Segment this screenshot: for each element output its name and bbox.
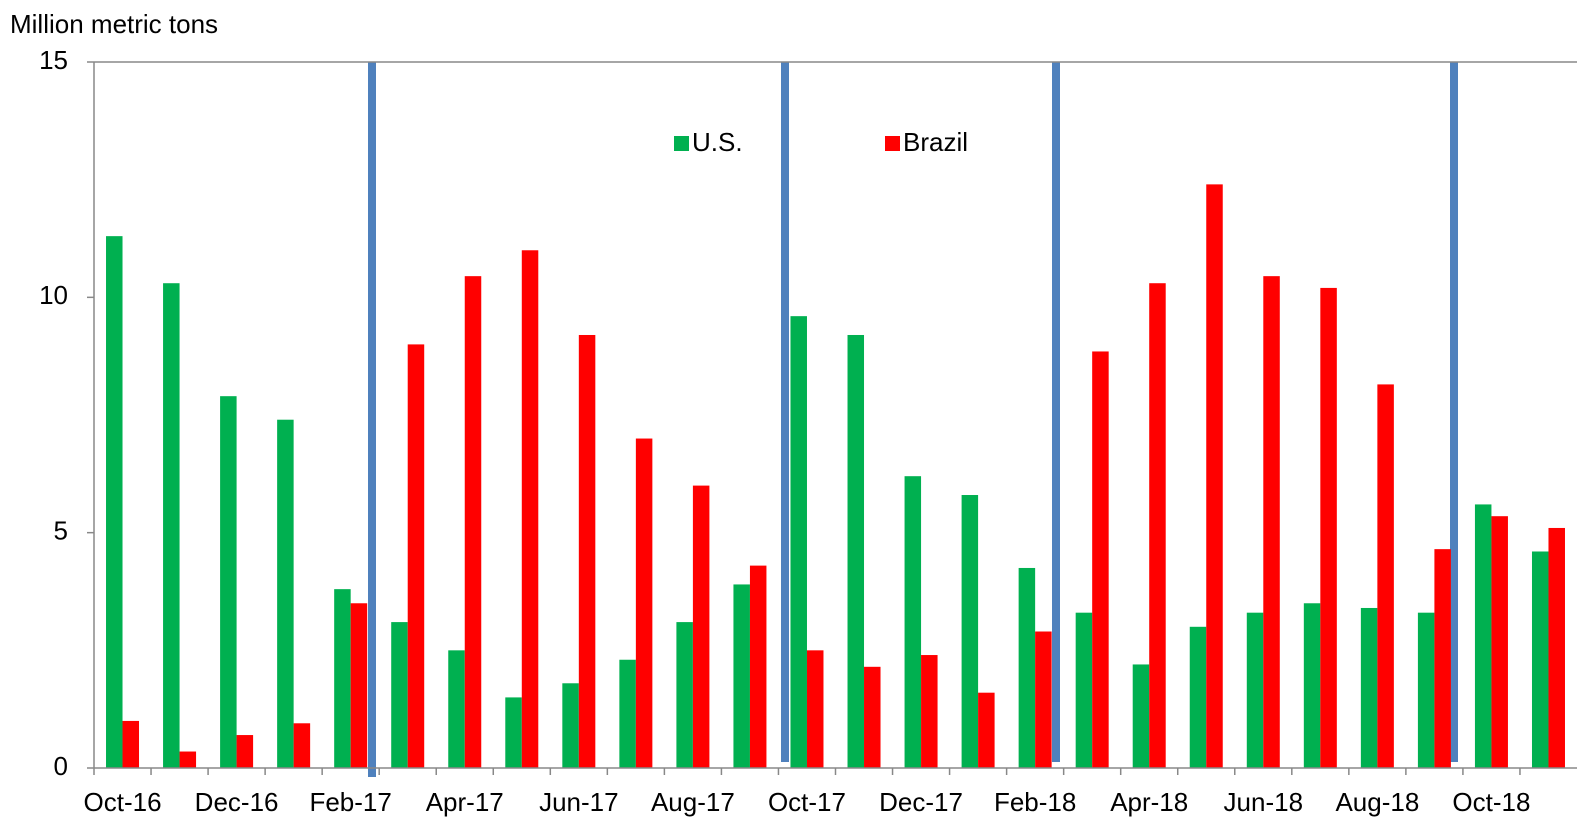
bar (961, 495, 979, 768)
bar (1206, 184, 1223, 768)
bar (521, 250, 539, 768)
x-tick-label: Dec-17 (879, 787, 963, 817)
bar (733, 584, 750, 768)
bar (1018, 567, 1036, 768)
bar (1149, 283, 1166, 768)
bar (179, 751, 197, 768)
x-tick-label: Aug-17 (651, 787, 735, 817)
bar (448, 650, 465, 768)
bar (1491, 516, 1508, 768)
bar (847, 334, 865, 768)
y-tick-label: 15 (39, 45, 68, 75)
y-tick-label: 0 (54, 751, 68, 781)
bar (1531, 551, 1549, 768)
bar (864, 666, 881, 768)
bar (749, 565, 767, 768)
legend-label: Brazil (903, 127, 968, 157)
y-tick-label: 5 (54, 516, 68, 546)
x-tick-label: Jun-18 (1224, 787, 1304, 817)
bar (619, 659, 636, 768)
y-tick-label: 10 (39, 280, 68, 310)
bar (505, 697, 522, 768)
x-tick-label: Apr-17 (426, 787, 504, 817)
bar (1246, 612, 1264, 768)
bar (1132, 664, 1150, 768)
bar (1548, 527, 1565, 768)
x-tick-label: Aug-18 (1335, 787, 1419, 817)
x-tick-label: Oct-16 (84, 787, 162, 817)
x-tick-label: Feb-17 (309, 787, 391, 817)
bar (921, 655, 938, 768)
bar (676, 622, 693, 768)
legend-swatch (674, 136, 689, 151)
bar (391, 622, 408, 768)
season-dividers (368, 62, 1458, 777)
bar (293, 723, 311, 768)
bar (562, 683, 579, 768)
bar (1189, 626, 1207, 768)
bar (806, 650, 824, 768)
bar (407, 344, 425, 768)
bar (578, 334, 596, 768)
bar (1075, 612, 1093, 768)
y-axis-label: Million metric tons (10, 9, 218, 39)
legend-label: U.S. (692, 127, 743, 157)
bar (122, 720, 140, 768)
x-tick-label: Feb-18 (994, 787, 1076, 817)
bar (1434, 549, 1451, 768)
bar (1263, 276, 1280, 768)
bar (904, 476, 922, 768)
bar (464, 276, 482, 768)
bar (1360, 607, 1378, 768)
bar (106, 236, 123, 768)
legend-swatch (885, 136, 900, 151)
bar (978, 692, 995, 768)
bar (1377, 384, 1394, 768)
x-tick-label: Apr-18 (1110, 787, 1188, 817)
bar (334, 589, 351, 768)
x-tick-label: Oct-17 (768, 787, 846, 817)
x-tick-label: Jun-17 (539, 787, 619, 817)
bar (1320, 287, 1337, 768)
x-tick-label: Oct-18 (1452, 787, 1530, 817)
bar (1417, 612, 1435, 768)
bar (163, 283, 180, 768)
bar (350, 603, 368, 768)
bar (1035, 631, 1052, 768)
bar (1092, 351, 1109, 768)
bar (692, 485, 710, 768)
bar (236, 735, 254, 768)
bar (277, 419, 294, 768)
bar (635, 438, 653, 768)
bar (1303, 603, 1321, 768)
bar (1474, 504, 1492, 768)
x-tick-label: Dec-16 (195, 787, 279, 817)
bar (220, 396, 237, 768)
bar (790, 316, 807, 768)
